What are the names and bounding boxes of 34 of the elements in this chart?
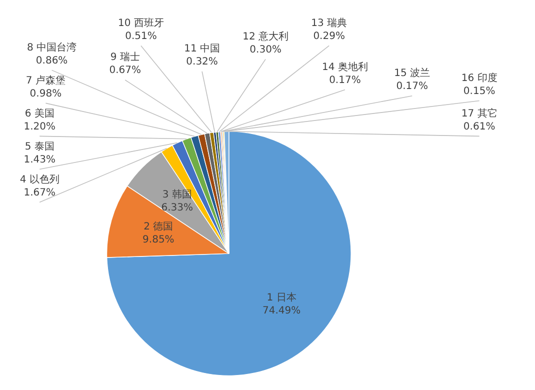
data-label: 0.15% (463, 86, 496, 97)
slice-label: 9 瑞士 (110, 51, 140, 64)
data-label: 0.51% (125, 30, 157, 42)
data-label: 0.61% (463, 121, 496, 132)
data-label: 1.67% (24, 187, 56, 198)
slice-label: 7 卢森堡 (26, 74, 66, 86)
slice-label: 10 西班牙 (118, 16, 164, 29)
data-label: 0.98% (30, 88, 62, 100)
slice-label: 14 奥地利 (322, 60, 368, 73)
slice-label: 5 泰国 (24, 141, 54, 152)
slice-label: 3 韩国 (162, 188, 192, 201)
data-label: 0.30% (250, 44, 282, 56)
data-label: 0.86% (36, 55, 68, 66)
slice-label: 1 日本 (266, 292, 296, 304)
slice-label: 15 波兰 (394, 66, 430, 79)
data-label: 1.43% (24, 154, 56, 166)
slice-label: 17 其它 (461, 107, 498, 120)
slice-label: 13 瑞典 (311, 16, 348, 29)
data-label: 0.17% (396, 80, 428, 92)
slice-label: 4 以色列 (20, 173, 60, 186)
slice-label: 8 中国台湾 (27, 41, 77, 54)
slice-label: 12 意大利 (242, 30, 289, 42)
slice-label: 16 印度 (461, 72, 498, 84)
slice-label: 11 中国 (184, 42, 220, 55)
slice-label: 2 德国 (144, 221, 174, 232)
data-label: 0.67% (109, 65, 141, 76)
data-label: 0.32% (186, 56, 218, 68)
data-label: 0.29% (313, 30, 345, 42)
data-label: 0.17% (329, 74, 361, 86)
data-label: 6.33% (161, 202, 194, 214)
slice-label: 6 美国 (24, 107, 54, 120)
data-label: 1.20% (24, 121, 56, 132)
data-label: 74.49% (262, 306, 301, 317)
data-label: 9.85% (142, 234, 174, 246)
